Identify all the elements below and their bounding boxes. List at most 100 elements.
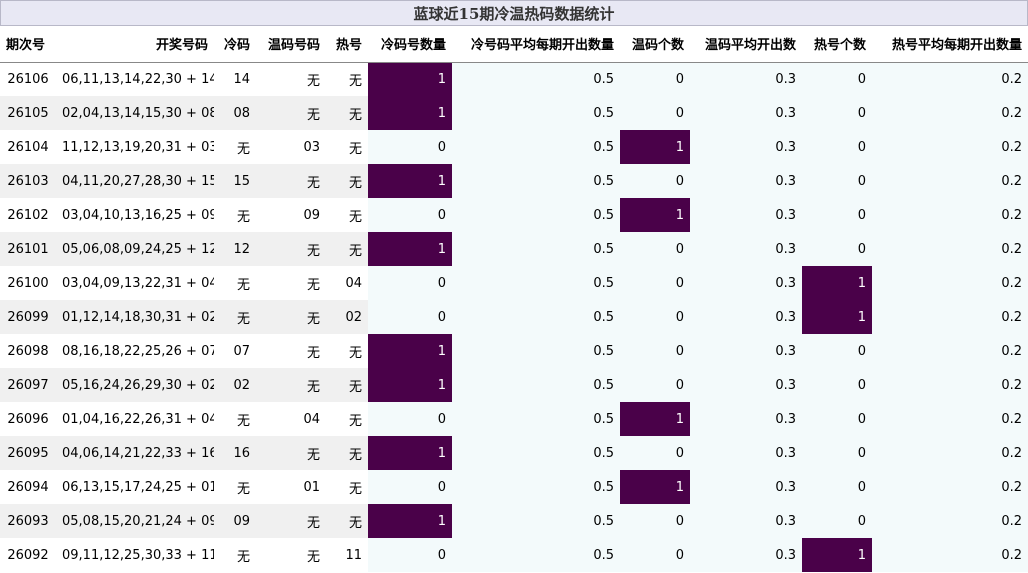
cell-issue: 26103 [0,164,56,198]
cell-cold: 无 [214,198,256,232]
cell-numbers: 03,04,09,13,22,31 + 04 [56,266,214,300]
cell-warm: 无 [256,96,326,130]
cell-issue: 26101 [0,232,56,266]
cell-cold-count: 0 [368,198,452,232]
col-header-hot-count: 热号个数 [802,26,872,63]
cell-cold: 14 [214,62,256,96]
cell-hot-count: 0 [802,334,872,368]
cell-warm-count: 0 [620,300,690,334]
cell-cold-avg: 0.5 [452,130,620,164]
cell-hot: 无 [326,164,368,198]
cell-issue: 26104 [0,130,56,164]
col-header-cold: 冷码 [214,26,256,63]
cell-cold-avg: 0.5 [452,300,620,334]
cell-cold: 无 [214,300,256,334]
cell-hot-count: 0 [802,96,872,130]
page-title: 蓝球近15期冷温热码数据统计 [0,0,1028,26]
cell-cold-avg: 0.5 [452,62,620,96]
cell-cold-count: 1 [368,62,452,96]
cell-hot: 无 [326,232,368,266]
cell-cold: 07 [214,334,256,368]
cell-warm-avg: 0.3 [690,402,802,436]
cell-cold-avg: 0.5 [452,334,620,368]
table-row: 26092 09,11,12,25,30,33 + 11 无无 11 0 0.5 0 0.3 1… [0,538,1028,572]
cell-hot-avg: 0.2 [872,164,1028,198]
cell-hot-avg: 0.2 [872,266,1028,300]
cell-hot-count: 0 [802,164,872,198]
cell-cold: 无 [214,470,256,504]
cell-warm: 无 [256,504,326,538]
cell-hot: 11 [326,538,368,572]
cell-hot: 无 [326,130,368,164]
col-header-hot-avg: 热号平均每期开出数量 [872,26,1028,63]
cell-warm: 无 [256,334,326,368]
cell-hot-avg: 0.2 [872,198,1028,232]
cell-warm-count: 1 [620,470,690,504]
cell-warm-count: 1 [620,198,690,232]
cell-cold-count: 0 [368,470,452,504]
cell-cold-count: 1 [368,368,452,402]
cell-cold-avg: 0.5 [452,232,620,266]
table-row: 26094 06,13,15,17,24,25 + 01 无 01 无 0 0.5 1 0.3 0… [0,470,1028,504]
cell-cold-count: 1 [368,96,452,130]
cell-cold-count: 1 [368,504,452,538]
table-row: 26097 05,16,24,26,29,30 + 02 02 无无 1 0.5 0 0.3 0… [0,368,1028,402]
cell-hot-avg: 0.2 [872,470,1028,504]
col-header-cold-avg: 冷号码平均每期开出数量 [452,26,620,63]
cell-issue: 26093 [0,504,56,538]
table-row: 26099 01,12,14,18,30,31 + 02 无无 02 0 0.5 0 0.3 1… [0,300,1028,334]
cell-numbers: 01,12,14,18,30,31 + 02 [56,300,214,334]
cell-hot-count: 0 [802,436,872,470]
cell-numbers: 02,04,13,14,15,30 + 08 [56,96,214,130]
cell-hot-count: 0 [802,402,872,436]
cell-hot: 无 [326,504,368,538]
cell-warm-avg: 0.3 [690,164,802,198]
cell-numbers: 06,11,13,14,22,30 + 14 [56,62,214,96]
cell-numbers: 01,04,16,22,26,31 + 04 [56,402,214,436]
cell-cold-avg: 0.5 [452,402,620,436]
cell-cold: 无 [214,130,256,164]
cell-hot-avg: 0.2 [872,538,1028,572]
cell-hot-avg: 0.2 [872,334,1028,368]
cell-cold-avg: 0.5 [452,198,620,232]
cell-hot-avg: 0.2 [872,232,1028,266]
table-row: 26096 01,04,16,22,26,31 + 04 无 04 无 0 0.5 1 0.3 0… [0,402,1028,436]
table-row: 26104 11,12,13,19,20,31 + 03 无 03 无 0 0.5 1 0.3 0… [0,130,1028,164]
cell-warm: 无 [256,436,326,470]
cell-hot: 04 [326,266,368,300]
cell-warm-avg: 0.3 [690,266,802,300]
cell-warm: 无 [256,164,326,198]
cell-cold-count: 0 [368,402,452,436]
cell-warm-avg: 0.3 [690,470,802,504]
cell-cold: 无 [214,266,256,300]
col-header-warm-count: 温码个数 [620,26,690,63]
table-row: 26105 02,04,13,14,15,30 + 08 08 无无 1 0.5 0 0.3 0… [0,96,1028,130]
cell-hot-count: 1 [802,538,872,572]
cell-cold-avg: 0.5 [452,164,620,198]
cell-warm-count: 0 [620,538,690,572]
cell-warm-count: 0 [620,266,690,300]
cell-cold-count: 0 [368,266,452,300]
cell-warm-avg: 0.3 [690,334,802,368]
cell-hot-count: 1 [802,300,872,334]
cell-hot: 无 [326,198,368,232]
cell-issue: 26105 [0,96,56,130]
cell-issue: 26094 [0,470,56,504]
cell-hot: 无 [326,368,368,402]
cell-warm-avg: 0.3 [690,538,802,572]
table-row: 26101 05,06,08,09,24,25 + 12 12 无无 1 0.5 0 0.3 0… [0,232,1028,266]
cell-warm: 01 [256,470,326,504]
cell-cold-avg: 0.5 [452,266,620,300]
cell-numbers: 05,16,24,26,29,30 + 02 [56,368,214,402]
cell-warm-avg: 0.3 [690,232,802,266]
cell-warm-avg: 0.3 [690,300,802,334]
cell-hot-avg: 0.2 [872,300,1028,334]
cell-numbers: 04,06,14,21,22,33 + 16 [56,436,214,470]
cell-hot-avg: 0.2 [872,402,1028,436]
cell-warm: 无 [256,538,326,572]
cell-cold-count: 1 [368,334,452,368]
cell-cold: 无 [214,402,256,436]
cell-issue: 26092 [0,538,56,572]
table-row: 26100 03,04,09,13,22,31 + 04 无无 04 0 0.5 0 0.3 1… [0,266,1028,300]
cell-cold-avg: 0.5 [452,436,620,470]
